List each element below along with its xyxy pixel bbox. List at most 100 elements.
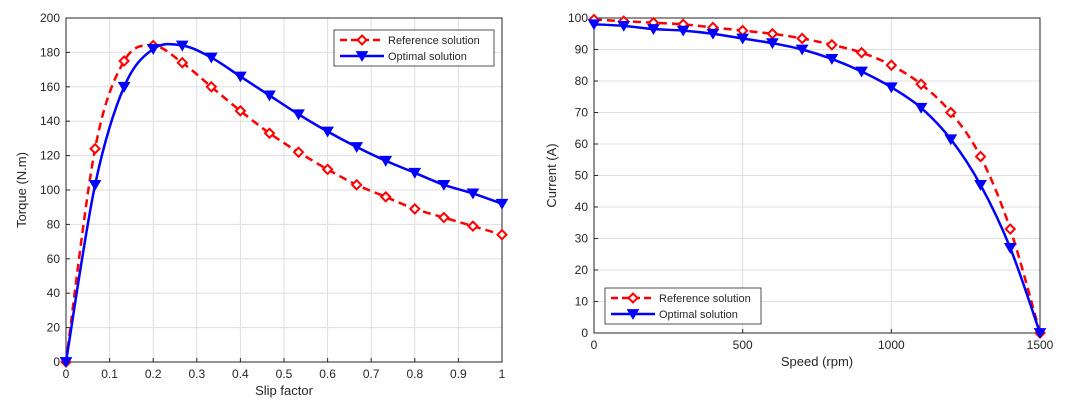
data-point-marker [706,28,720,40]
data-point-marker [59,357,73,368]
legend-swatch-marker [356,34,368,46]
data-point-marker [1033,328,1047,339]
data-point-marker [617,20,631,32]
legend-label: Optimal solution [388,51,467,63]
data-point-marker [146,44,160,55]
data-point-marker [884,82,898,94]
y-tick-label: 60 [575,137,589,151]
x-tick-label: 0.8 [406,367,423,381]
y-tick-label: 40 [575,200,589,214]
y-axis-label: Torque (N.m) [14,152,29,228]
series-line [593,23,1042,334]
data-point-marker [175,40,189,52]
y-tick-label: 30 [575,232,589,246]
legend: Reference solution Optimal solution [604,287,762,325]
data-point-marker [855,46,868,59]
y-tick-label: 60 [47,252,61,266]
data-point-marker [292,146,305,159]
chart-1: 0 0.1 0.2 0.3 0.4 0.5 0.6 0.7 0.8 0.9 1 0 20 40 60 80 10… [14,11,509,398]
x-tick-label: 0.7 [363,367,380,381]
data-point-marker [234,104,247,117]
y-tick-label: 40 [47,286,61,300]
data-point-marker [321,163,334,176]
data-point-marker [496,228,508,241]
series-line [64,44,503,363]
legend-box [604,287,762,325]
data-point-marker [1003,243,1017,254]
data-point-marker [466,188,480,200]
data-point-marker [736,33,750,45]
data-point-marker [379,190,392,203]
data-point-marker [263,127,276,140]
data-point-marker [118,55,131,67]
x-tick-label: 0 [63,367,70,381]
data-point-marker [117,81,131,93]
data-point-marker [321,126,334,138]
x-tick-label: 0.2 [145,367,162,381]
data-point-marker [825,38,838,51]
data-point-marker [766,27,779,40]
legend-label: Reference solution [388,35,480,47]
data-point-marker [914,102,928,114]
data-point-marker [263,90,276,102]
chart-2: 0 500 1000 1500 0 10 20 30 40 50 60 70 80 90 100 Speed … [544,11,1054,369]
data-point-marker [944,134,958,146]
data-point-marker [974,180,987,191]
data-point-marker [1004,223,1017,235]
legend-swatch-marker [355,51,369,62]
data-point-marker [495,198,509,210]
y-tick-label: 0 [581,326,588,340]
legend-swatch-marker [627,292,639,304]
data-point-marker [766,38,779,50]
y-tick-label: 180 [40,45,60,59]
y-tick-label: 10 [575,295,589,309]
data-point-marker [379,155,393,167]
x-tick-label: 0.5 [276,367,293,381]
data-point-marker [234,71,247,83]
data-point-marker [292,109,305,121]
data-point-marker [974,150,987,163]
data-point-marker [855,66,868,78]
series-optimal-solution [59,40,509,368]
data-point-marker [205,80,218,93]
x-tick-label: 0.9 [450,367,467,381]
x-tick-label: 0.3 [188,367,205,381]
y-tick-label: 80 [575,74,589,88]
data-point-marker [587,19,601,31]
y-tick-label: 100 [568,11,588,25]
y-axis-label: Current (A) [544,143,559,207]
y-tick-label: 20 [575,263,589,277]
data-point-marker [915,78,927,91]
y-tick-label: 20 [47,321,61,335]
data-point-marker [176,56,189,69]
data-point-marker [885,59,898,72]
data-point-marker [796,32,809,45]
legend-label: Reference solution [659,293,751,305]
y-tick-label: 80 [47,217,61,231]
y-tick-label: 50 [575,169,589,183]
data-point-marker [795,44,809,56]
legend: Reference solution Optimal solution [333,29,495,67]
y-tick-label: 0 [53,355,60,369]
data-point-marker [88,179,102,191]
x-axis-label: Speed (rpm) [781,354,853,369]
data-point-marker [944,106,957,119]
x-tick-label: 0.4 [232,367,249,381]
data-point-marker [437,211,450,224]
y-tick-label: 120 [40,149,60,163]
data-point-marker [89,142,101,155]
x-axis-label: Slip factor [255,383,313,398]
y-tick-label: 160 [40,80,60,94]
legend-label: Optimal solution [659,309,738,321]
y-tick-label: 70 [575,106,589,120]
y-tick-label: 100 [40,183,60,197]
x-tick-label: 0.6 [319,367,336,381]
y-tick-label: 200 [40,11,60,25]
x-tick-label: 0 [591,338,598,352]
data-point-marker [350,178,363,191]
x-tick-label: 1500 [1027,338,1054,352]
data-point-marker [204,52,218,64]
x-tick-label: 1000 [878,338,905,352]
data-point-marker [408,167,422,179]
